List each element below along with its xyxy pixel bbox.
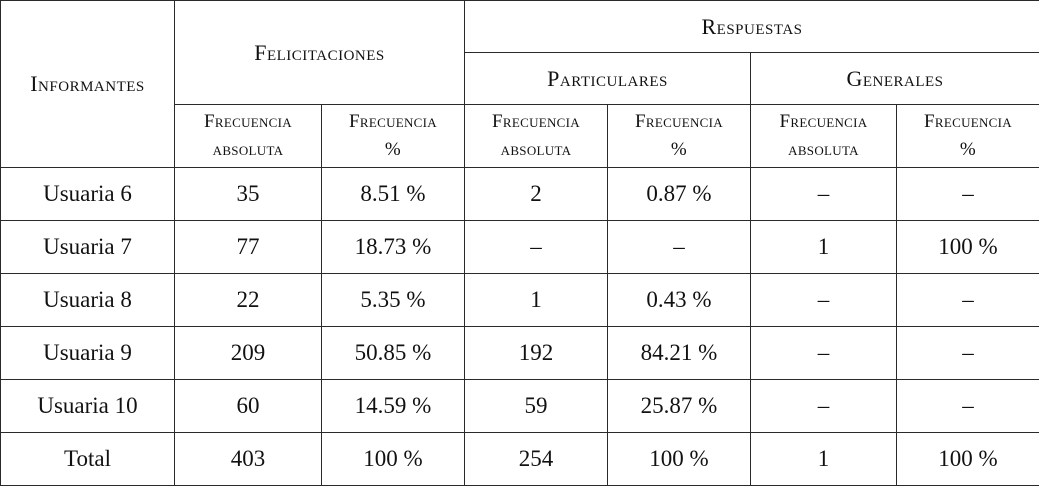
generales-pct-cell: 100 % xyxy=(896,432,1039,486)
felicitaciones-pct-cell: 18.73 % xyxy=(321,220,465,274)
subheader-row: Frecuencia absoluta Frecuencia% Frecuenci… xyxy=(1,104,1039,168)
generales-abs-cell: – xyxy=(750,167,897,221)
header-generales: Generales xyxy=(750,52,1039,105)
subheader-line: Frecuencia xyxy=(492,111,580,132)
particulares-pct-cell: 0.43 % xyxy=(607,273,751,327)
informante-cell: Usuaria 6 xyxy=(0,167,175,221)
generales-pct-cell: – xyxy=(896,273,1039,327)
felicitaciones-pct-cell: 5.35 % xyxy=(321,273,465,327)
generales-pct-cell: 100 % xyxy=(896,220,1039,274)
particulares-pct-cell: 84.21 % xyxy=(607,326,751,380)
generales-abs-cell: 1 xyxy=(750,220,897,274)
table-row: Usuaria 9 209 50.85 % 192 84.21 % – – xyxy=(0,326,1039,380)
felicitaciones-pct-cell: 8.51 % xyxy=(321,167,465,221)
table-row: Usuaria 10 60 14.59 % 59 25.87 % – – xyxy=(0,379,1039,433)
subheader-generales-abs: Frecuencia absoluta xyxy=(750,104,897,168)
informante-cell: Total xyxy=(0,432,175,486)
informante-cell: Usuaria 8 xyxy=(0,273,175,327)
subheader-line: % xyxy=(959,139,977,160)
subheader-generales-pct: Frecuencia% xyxy=(896,104,1039,168)
subheader-line: absoluta xyxy=(500,139,572,160)
informante-cell: Usuaria 9 xyxy=(0,326,175,380)
generales-abs-cell: – xyxy=(750,326,897,380)
informante-cell: Usuaria 7 xyxy=(0,220,175,274)
particulares-abs-cell: 59 xyxy=(464,379,608,433)
table-row: Usuaria 7 77 18.73 % – – 1 100 % xyxy=(0,220,1039,274)
felicitaciones-abs-cell: 22 xyxy=(174,273,322,327)
header-particulares: Particulares xyxy=(464,52,751,105)
generales-pct-cell: – xyxy=(896,379,1039,433)
generales-abs-cell: – xyxy=(750,273,897,327)
subheader-line: Frecuencia xyxy=(349,111,437,132)
felicitaciones-abs-cell: 60 xyxy=(174,379,322,433)
table-row: Usuaria 6 35 8.51 % 2 0.87 % – – xyxy=(0,167,1039,221)
subheader-line: absoluta xyxy=(788,139,859,160)
subheader-line: Frecuencia xyxy=(204,111,292,132)
felicitaciones-abs-cell: 403 xyxy=(174,432,322,486)
subheader-particulares-abs: Frecuencia absoluta xyxy=(464,104,608,168)
header-respuestas: Respuestas xyxy=(464,0,1039,53)
particulares-abs-cell: – xyxy=(464,220,608,274)
particulares-abs-cell: 1 xyxy=(464,273,608,327)
particulares-pct-cell: 100 % xyxy=(607,432,751,486)
particulares-pct-cell: 0.87 % xyxy=(607,167,751,221)
subheader-felicitaciones-pct: Frecuencia% xyxy=(321,104,465,168)
header-informantes: Informantes xyxy=(0,0,175,168)
subheader-line: Frecuencia xyxy=(779,111,868,132)
subheader-line: % xyxy=(384,139,402,160)
felicitaciones-abs-cell: 35 xyxy=(174,167,322,221)
particulares-abs-cell: 2 xyxy=(464,167,608,221)
header-felicitaciones: Felicitaciones xyxy=(174,0,465,105)
particulares-pct-cell: 25.87 % xyxy=(607,379,751,433)
total-row: Total 403 100 % 254 100 % 1 100 % xyxy=(0,432,1039,486)
subheader-line: absoluta xyxy=(212,139,284,160)
felicitaciones-abs-cell: 209 xyxy=(174,326,322,380)
felicitaciones-pct-cell: 100 % xyxy=(321,432,465,486)
generales-abs-cell: 1 xyxy=(750,432,897,486)
felicitaciones-pct-cell: 14.59 % xyxy=(321,379,465,433)
subheader-felicitaciones-abs: Frecuencia absoluta xyxy=(174,104,322,168)
subheader-line: Frecuencia xyxy=(924,111,1012,132)
subheader-line: % xyxy=(670,139,688,160)
particulares-abs-cell: 192 xyxy=(464,326,608,380)
particulares-pct-cell: – xyxy=(607,220,751,274)
generales-abs-cell: – xyxy=(750,379,897,433)
subheader-particulares-pct: Frecuencia% xyxy=(607,104,751,168)
generales-pct-cell: – xyxy=(896,167,1039,221)
subheader-line: Frecuencia xyxy=(635,111,723,132)
felicitaciones-pct-cell: 50.85 % xyxy=(321,326,465,380)
informante-cell: Usuaria 10 xyxy=(0,379,175,433)
felicitaciones-abs-cell: 77 xyxy=(174,220,322,274)
particulares-abs-cell: 254 xyxy=(464,432,608,486)
generales-pct-cell: – xyxy=(896,326,1039,380)
table-row: Usuaria 8 22 5.35 % 1 0.43 % – – xyxy=(0,273,1039,327)
